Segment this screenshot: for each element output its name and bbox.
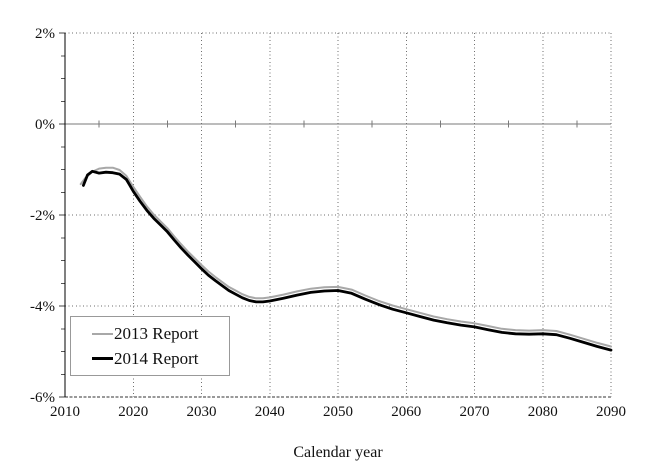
y-tick-label: -4% (30, 299, 55, 315)
y-tick-label: 0% (35, 117, 55, 133)
x-tick-label: 2040 (255, 404, 285, 420)
legend-label-2014: 2014 Report (114, 349, 199, 368)
x-tick-label: 2030 (187, 404, 217, 420)
x-tick-label: 2020 (118, 404, 148, 420)
y-tick-label: -2% (30, 208, 55, 224)
legend-label-2013: 2013 Report (114, 324, 199, 343)
legend-line-sample-2014 (92, 357, 113, 360)
x-axis-title: Calendar year (293, 444, 383, 461)
legend-line-sample-2013 (92, 332, 113, 335)
x-tick-label: 2070 (460, 404, 490, 420)
series-line-2014-report (82, 169, 613, 352)
y-tick-label: 2% (35, 26, 55, 42)
x-tick-label: 2010 (50, 404, 80, 420)
x-tick-label: 2060 (391, 404, 421, 420)
legend-row-2014: 2014 Report (92, 350, 229, 367)
series-line-2013-report (79, 166, 612, 348)
y-tick-label: -6% (30, 390, 55, 406)
legend: 2013 Report 2014 Report (70, 316, 230, 376)
legend-row-2013: 2013 Report (92, 325, 229, 342)
x-tick-label: 2050 (323, 404, 353, 420)
x-tick-label: 2090 (596, 404, 626, 420)
x-tick-label: 2080 (528, 404, 558, 420)
